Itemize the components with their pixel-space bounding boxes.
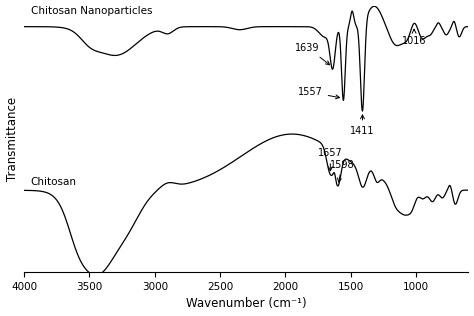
- X-axis label: Wavenumber (cm⁻¹): Wavenumber (cm⁻¹): [186, 297, 307, 310]
- Text: 1639: 1639: [295, 43, 329, 65]
- Text: 1411: 1411: [350, 115, 375, 136]
- Text: Chitosan: Chitosan: [31, 177, 77, 187]
- Text: 1598: 1598: [329, 160, 354, 182]
- Y-axis label: Transmittance: Transmittance: [6, 97, 18, 181]
- Text: 3447: 3447: [0, 315, 1, 316]
- Text: 1657: 1657: [318, 148, 343, 171]
- Text: 1557: 1557: [298, 87, 339, 99]
- Text: Chitosan Nanoparticles: Chitosan Nanoparticles: [31, 6, 152, 16]
- Text: 1016: 1016: [402, 29, 426, 46]
